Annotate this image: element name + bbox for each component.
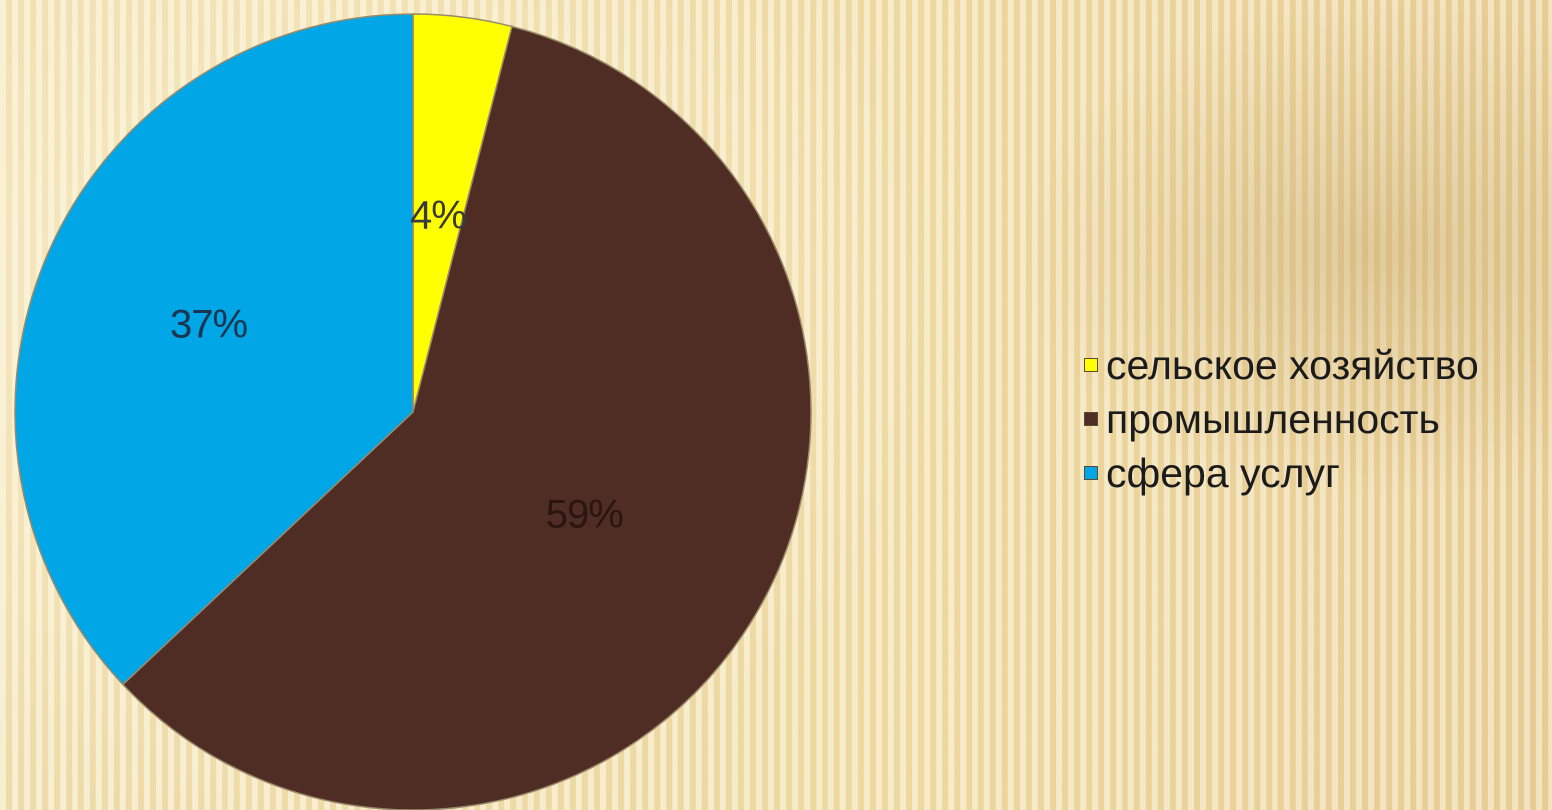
legend-swatch-services bbox=[1084, 466, 1098, 480]
slice-services bbox=[14, 13, 414, 686]
slice-industry bbox=[121, 25, 812, 810]
legend-swatch-industry bbox=[1084, 412, 1098, 426]
legend-item-industry: промышленность bbox=[1084, 392, 1479, 446]
legend-label-industry: промышленность bbox=[1106, 395, 1440, 442]
legend-item-services: сфера услуг bbox=[1084, 446, 1479, 500]
data-label-industry: 59% bbox=[546, 492, 623, 536]
legend: сельское хозяйство промышленность сфера … bbox=[1084, 338, 1479, 500]
legend-label-agriculture: сельское хозяйство bbox=[1106, 341, 1479, 388]
data-label-services: 37% bbox=[170, 303, 247, 347]
legend-swatch-agriculture bbox=[1084, 358, 1098, 372]
data-label-agriculture: 4% bbox=[410, 194, 466, 238]
legend-item-agriculture: сельское хозяйство bbox=[1084, 338, 1479, 392]
legend-label-services: сфера услуг bbox=[1106, 449, 1340, 496]
